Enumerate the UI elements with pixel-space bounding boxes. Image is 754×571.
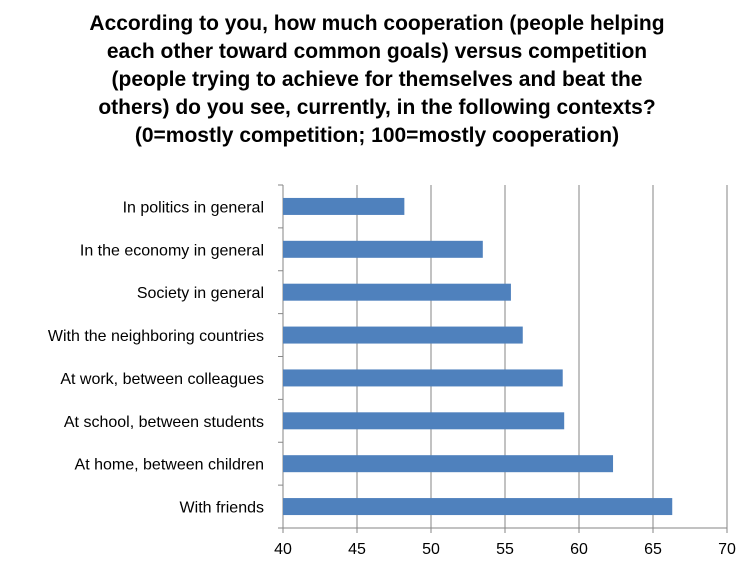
category-label: At work, between colleagues bbox=[60, 371, 264, 388]
category-label: With friends bbox=[180, 500, 264, 517]
x-tick-label: 40 bbox=[274, 541, 292, 558]
bar bbox=[283, 412, 565, 430]
category-label: Society in general bbox=[137, 285, 264, 302]
bar bbox=[283, 326, 523, 344]
title-line-2: each other toward common goals) versus c… bbox=[106, 40, 648, 63]
x-tick-label: 65 bbox=[644, 541, 662, 558]
category-label: In the economy in general bbox=[80, 242, 264, 259]
x-tick-label: 45 bbox=[348, 541, 366, 558]
x-tick-label: 55 bbox=[496, 541, 514, 558]
category-label: At school, between students bbox=[64, 414, 264, 431]
title-line-1: According to you, how much cooperation (… bbox=[89, 12, 665, 35]
bar bbox=[283, 197, 405, 215]
category-label: With the neighboring countries bbox=[48, 328, 264, 345]
bar bbox=[283, 498, 673, 516]
bar bbox=[283, 369, 563, 387]
chart-title: According to you, how much cooperation (… bbox=[0, 10, 754, 150]
category-label: In politics in general bbox=[123, 199, 264, 216]
x-tick-label: 70 bbox=[718, 541, 736, 558]
title-line-5: (0=mostly competition; 100=mostly cooper… bbox=[134, 124, 620, 147]
title-line-3: (people trying to achieve for themselves… bbox=[111, 68, 643, 91]
x-tick-label: 50 bbox=[422, 541, 440, 558]
bar bbox=[283, 455, 614, 473]
title-line-4: others) do you see, currently, in the fo… bbox=[98, 96, 656, 119]
x-tick-label: 60 bbox=[570, 541, 588, 558]
bar bbox=[283, 240, 483, 258]
category-label: At home, between children bbox=[75, 457, 264, 474]
bar bbox=[283, 283, 511, 301]
